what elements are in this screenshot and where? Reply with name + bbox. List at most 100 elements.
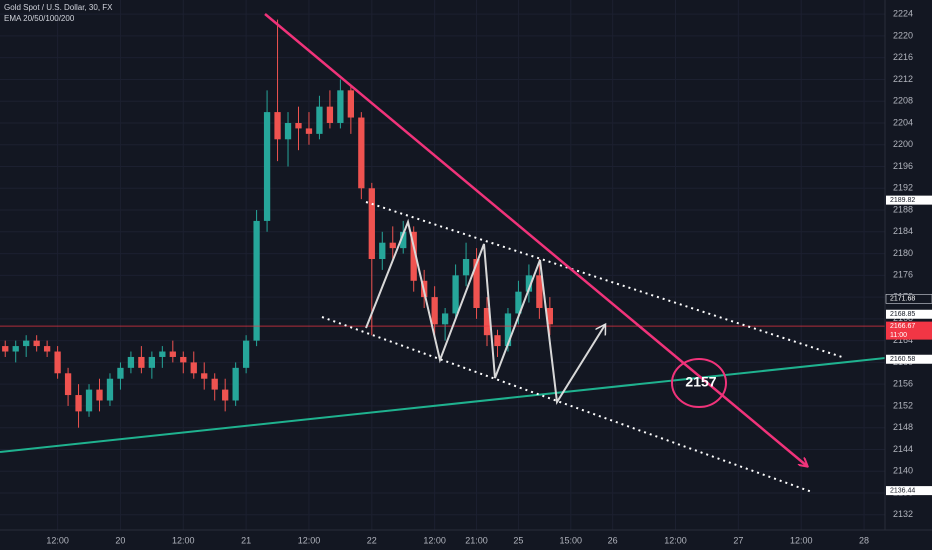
candle-body [546,307,553,325]
y-tick-label: 2200 [893,139,913,149]
candle-body [284,122,292,140]
candle-body [85,389,93,412]
x-tick-label: 12:00 [790,535,813,545]
annotation: 2157 [685,374,716,390]
highlight-circle [671,358,727,408]
y-tick-label: 2212 [893,74,913,84]
candle-body [75,395,82,412]
candle-body [117,367,124,379]
y-tick-label: 2144 [893,444,913,454]
axes: 2224222022162212220822042200219621922188… [46,9,932,545]
candle-body [138,356,145,368]
price-label-box [886,309,932,319]
y-tick-label: 2156 [893,379,913,389]
candle-body [2,346,9,352]
candle-body [211,378,218,390]
candle-body [232,367,239,401]
y-tick-label: 2188 [893,204,913,214]
candle-body [242,340,250,368]
candle-body [180,356,187,363]
candle-body [222,389,229,401]
x-tick-label: 12:00 [423,535,446,545]
x-tick-label: 27 [733,535,743,545]
y-tick-label: 2192 [893,183,913,193]
candle-body [263,112,271,221]
y-tick-label: 2196 [893,161,913,171]
candle-body [253,220,260,341]
price-label: 2189.82 [890,197,915,204]
candle-body [504,313,512,347]
x-tick-label: 21:00 [465,535,488,545]
price-label: 2160.58 [890,356,915,363]
price-label: 2168.85 [890,311,915,318]
x-tick-label: 12:00 [664,535,687,545]
chart-title: Gold Spot / U.S. Dollar, 30, FX [4,3,113,12]
resistance-trendline [264,13,807,466]
candle-body [148,356,156,368]
candle-body [106,378,114,401]
x-tick-label: 12:00 [172,535,195,545]
y-tick-label: 2216 [893,52,913,62]
time-axis [0,530,932,550]
y-tick-label: 2176 [893,270,913,280]
x-tick-label: 21 [241,535,251,545]
candle-body [127,356,135,368]
y-tick-label: 2180 [893,248,913,258]
candle-body [274,112,281,140]
support-trendline [0,352,932,453]
candle-body [368,188,375,260]
candle-body [326,106,334,123]
candle-body [96,389,103,401]
price-label-box [885,294,932,304]
candle-body [64,373,72,396]
price-label-box [886,195,932,205]
candle-body [12,346,19,352]
candle-body [159,351,166,357]
price-label-box [886,321,932,340]
price-label-box [886,354,932,364]
price-label: 2171.68 [890,296,915,303]
price-label: 2166.67 [890,323,915,330]
y-tick-label: 2208 [893,96,913,106]
indicator-legend: EMA 20/50/100/200 [4,14,75,23]
candle-body [431,297,438,325]
x-tick-label: 28 [859,535,869,545]
candle-body [23,340,30,347]
x-tick-label: 12:00 [46,535,69,545]
candle-body [169,351,176,357]
candle-body [483,307,491,336]
candle-body [54,351,61,374]
x-tick-label: 26 [608,535,618,545]
y-tick-label: 2164 [893,335,913,345]
x-tick-label: 22 [367,535,377,545]
y-tick-label: 2132 [893,509,913,519]
candles [2,19,553,428]
candle-body [190,362,197,374]
x-tick-label: 20 [115,535,125,545]
candle-body [462,259,470,276]
candle-body [379,242,386,260]
price-label: 2136.44 [890,487,915,494]
candle-body [201,373,208,379]
channel-lower [321,316,813,493]
candle-body [43,346,51,352]
x-tick-label: 12:00 [298,535,321,545]
candle-body [400,231,407,249]
candle-body [33,340,40,347]
candle-body [441,313,449,325]
candle-body [337,90,344,123]
candle-body [473,259,480,308]
price-label-box [886,486,932,496]
y-tick-label: 2184 [893,226,913,236]
y-tick-label: 2152 [893,400,913,410]
price-axis [885,0,932,550]
candle-body [295,122,302,129]
candle-body [305,128,313,134]
zigzag-projection [365,218,605,405]
y-tick-label: 2140 [893,466,913,476]
drawings: 2157 [0,13,932,493]
grid [0,0,885,530]
x-tick-label: 15:00 [560,535,583,545]
candle-body [515,291,522,314]
